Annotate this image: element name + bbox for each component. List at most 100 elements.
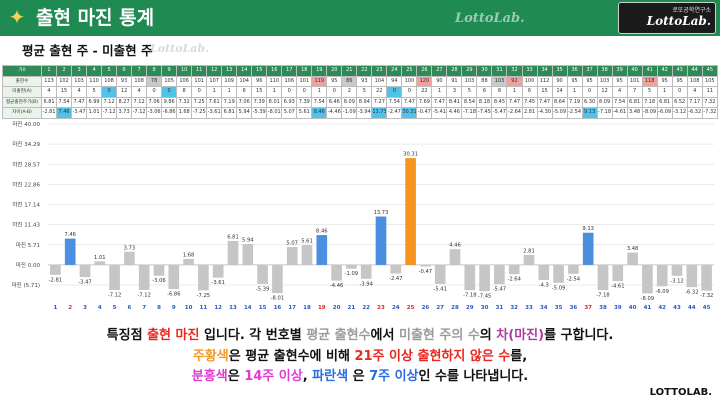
table-cell: 108 xyxy=(686,75,703,88)
table-cell: 1 xyxy=(506,86,523,98)
y-tick-label: 마진 40.00 xyxy=(12,120,40,128)
table-cell: 8.45 xyxy=(491,96,508,109)
data-label: 9.13 xyxy=(582,226,594,232)
x-tick-label: 44 xyxy=(688,305,696,311)
table-cell: 36 xyxy=(566,65,583,77)
table-cell: 38 xyxy=(596,65,613,77)
table-cell: 4 xyxy=(40,86,58,98)
table-cell: 9.86 xyxy=(161,96,178,109)
bar-32 xyxy=(508,264,520,275)
table-cell: 29 xyxy=(461,65,478,77)
table-cell: 30 xyxy=(476,65,493,77)
table-cell: 7 xyxy=(626,86,643,98)
bar-30 xyxy=(479,264,490,292)
table-cell: 41 xyxy=(641,65,658,77)
table-cell: 2 xyxy=(341,86,358,98)
table-cell: 5 xyxy=(86,86,103,98)
bar-29 xyxy=(464,264,476,291)
x-tick-label: 40 xyxy=(629,305,637,311)
table-cell: 22 xyxy=(371,86,388,98)
x-tick-label: 28 xyxy=(451,305,459,311)
description-line-1: 특징점 출현 마진 입니다. 각 번호별 평균 출현수에서 미출현 주의 수의 … xyxy=(0,326,720,347)
table-cell: 106 xyxy=(281,75,298,88)
table-cell: 7.39 xyxy=(251,96,268,109)
table-cell: 14 xyxy=(551,86,568,98)
bar-42 xyxy=(656,264,668,287)
x-tick-label: 15 xyxy=(259,305,267,311)
table-cell: 6 xyxy=(476,86,493,98)
table-cell: 7.12 xyxy=(101,96,118,109)
table-cell: 108 xyxy=(101,75,118,88)
table-cell: 8 xyxy=(491,86,508,98)
x-tick-label: 32 xyxy=(510,305,518,311)
table-cell: 6 xyxy=(236,86,253,98)
x-tick-label: 25 xyxy=(407,305,415,311)
table-cell: 7.25 xyxy=(191,96,208,109)
text: , xyxy=(302,369,313,384)
x-tick-label: 45 xyxy=(703,305,711,311)
bar-12 xyxy=(212,264,224,278)
x-tick-label: 42 xyxy=(658,305,666,311)
bar-38 xyxy=(597,264,609,291)
margin-bar-chart: 마진 (5.71) 마진 0.00 마진 5.71 마진 11.43 마진 17.14 마… xyxy=(12,120,714,311)
table-cell: 92 xyxy=(506,75,523,88)
text: 를, xyxy=(510,348,528,364)
x-tick-label: 9 xyxy=(172,305,176,311)
table-cell: 7.06 xyxy=(146,96,163,109)
table-cell: 8.27 xyxy=(116,96,133,109)
table-cell: 5 xyxy=(461,86,478,98)
data-label: 7.46 xyxy=(64,232,76,238)
text-highlight: 평균 출현수 xyxy=(306,328,371,343)
data-label: -2.54 xyxy=(567,276,581,282)
title-bar: ✦ 출현 마진 통계 LottoLab. 로또공학연구소 LottoLab. xyxy=(0,0,720,36)
data-label: -2.81 xyxy=(49,277,62,283)
bar-33 xyxy=(523,254,535,265)
table-cell: 18 xyxy=(296,65,313,77)
x-tick-label: 24 xyxy=(392,305,400,311)
bar-35 xyxy=(553,264,564,283)
table-cell: 112 xyxy=(536,75,553,88)
table-cell: 7.54 xyxy=(611,96,628,109)
text-highlight: 파란색 xyxy=(312,369,349,384)
data-label: -7.12 xyxy=(137,292,150,298)
x-tick-label: 6 xyxy=(127,305,131,311)
header-row: 가0 1 2 3 4 5 6 7 8 9 10 11 12 13 14 15 16 17 18 19 20 21 22 23 2… xyxy=(2,65,719,77)
bar-25 xyxy=(405,158,416,265)
table-cell: 3 xyxy=(71,65,88,77)
table-cell: 95 xyxy=(671,75,688,88)
x-tick-label: 1 xyxy=(53,305,57,311)
x-tick-label: 39 xyxy=(614,305,622,311)
table-cell: 1 xyxy=(431,86,448,98)
bar-20 xyxy=(331,264,342,281)
row-label: 미출현(A) xyxy=(2,86,42,98)
stats-table: 가0 1 2 3 4 5 6 7 8 9 10 11 12 13 14 15 16 17 18 19 20 21 22 23 2… xyxy=(2,65,719,119)
table-cell: 6 xyxy=(116,65,133,77)
table-cell: 12 xyxy=(596,86,613,98)
table-cell: 6.99 xyxy=(86,96,103,109)
data-label: 5.61 xyxy=(301,239,313,245)
data-label: -8.09 xyxy=(641,296,654,302)
x-tick-label: 20 xyxy=(333,305,341,311)
table-cell: 43 xyxy=(671,65,688,77)
table-cell: 6.52 xyxy=(671,96,688,109)
table-cell: 6.81 xyxy=(656,96,673,109)
data-label: 8.46 xyxy=(316,229,328,235)
data-label: 1.68 xyxy=(183,252,195,258)
table-cell: 14 xyxy=(236,65,253,77)
table-cell: 42 xyxy=(656,65,673,77)
bar-11 xyxy=(198,264,209,291)
data-label: -4.61 xyxy=(611,284,624,290)
table-cell: 30.31 xyxy=(401,107,418,119)
table-cell: 6.81 xyxy=(40,96,58,109)
text-highlight: 7주 이상 xyxy=(369,369,419,384)
text: 은 xyxy=(348,369,370,384)
table-cell: 5 xyxy=(641,86,658,98)
data-label: -7.12 xyxy=(108,292,121,298)
table-cell: 8.41 xyxy=(446,96,463,109)
table-cell: 1 xyxy=(221,86,238,98)
x-tick-label: 23 xyxy=(377,305,385,311)
y-tick-label: 마진 28.57 xyxy=(12,160,40,168)
table-cell: 37 xyxy=(581,65,598,77)
table-cell: 7.45 xyxy=(521,96,538,109)
text-highlight: 출현 마진 xyxy=(147,328,200,343)
